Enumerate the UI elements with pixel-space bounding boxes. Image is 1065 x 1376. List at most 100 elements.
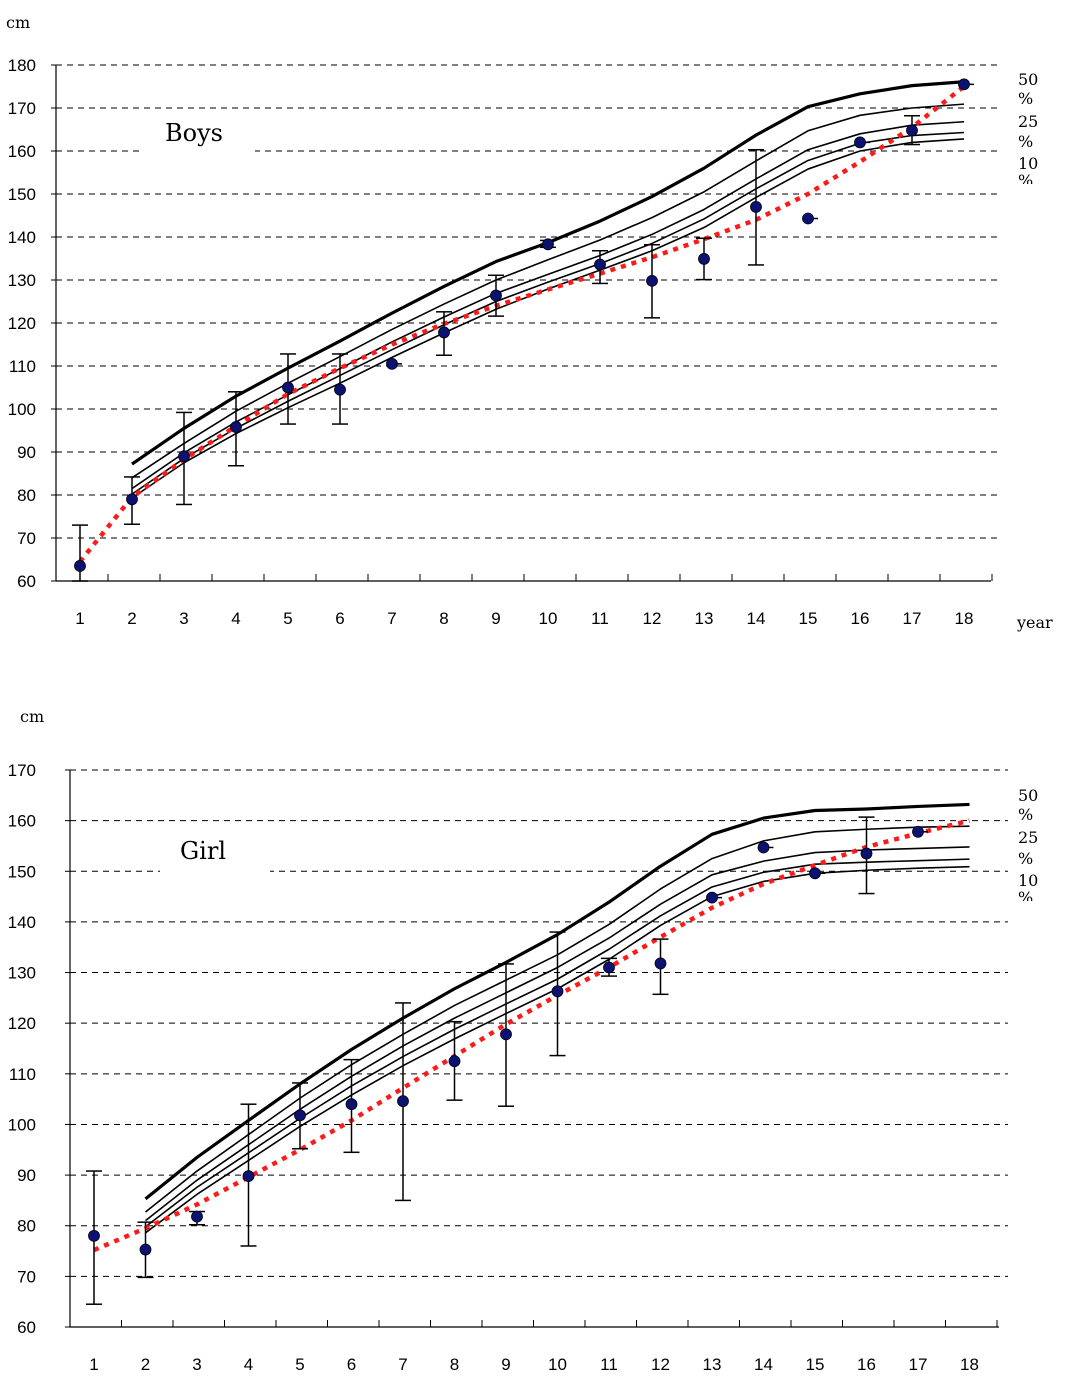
- girl-ytick-label: 90: [17, 1166, 36, 1185]
- girl-data-point: [809, 867, 821, 880]
- boys-data-point: [594, 258, 606, 271]
- boys-ytick-label: 110: [9, 357, 36, 376]
- boys-trend-line: [78, 84, 966, 564]
- girl-pct-label-25-unit: %: [1018, 849, 1033, 868]
- boys-legend-clip: [1012, 184, 1062, 198]
- boys-ytick-label: 180: [8, 56, 36, 75]
- boys-data-point: [126, 493, 138, 506]
- girl-xtick-label: 15: [806, 1355, 825, 1374]
- boys-data-point: [334, 383, 346, 396]
- boys-xtick-label: 4: [231, 609, 240, 628]
- boys-data-point: [490, 289, 502, 302]
- girl-percentile-legend: 50 % 25 % 10 %: [1012, 786, 1062, 915]
- boys-data-point: [386, 357, 398, 370]
- boys-percentile-curve: [131, 80, 965, 466]
- boys-xtick-label: 6: [335, 609, 344, 628]
- girl-data-point: [500, 1028, 512, 1041]
- boys-data-point: [74, 560, 86, 572]
- boys-percentile-curve: [131, 120, 965, 490]
- boys-ytick-label: 90: [17, 443, 36, 462]
- boys-data-point: [230, 421, 242, 433]
- girl-trend-line: [93, 818, 971, 1253]
- girl-data-point: [242, 1170, 255, 1183]
- girl-data-point: [139, 1243, 152, 1256]
- boys-pct-label-10: 10: [1018, 154, 1038, 173]
- boys-ytick-label: 120: [8, 314, 36, 333]
- boys-data-point: [646, 274, 658, 287]
- boys-ytick-label: 130: [8, 271, 36, 290]
- boys-percentile-curve: [131, 131, 965, 495]
- boys-ytick-label: 150: [8, 185, 36, 204]
- girl-xtick-label: 7: [398, 1355, 407, 1374]
- boys-xtick-label: 16: [851, 609, 870, 628]
- boys-data-point: [178, 450, 190, 463]
- girl-xtick-label: 5: [295, 1355, 304, 1374]
- girl-ytick-label: 120: [8, 1014, 36, 1033]
- girl-xtick-label: 13: [703, 1355, 722, 1374]
- boys-data-point: [750, 200, 762, 213]
- boys-percentile-legend: 50 % 25 % 10 %: [1012, 70, 1062, 198]
- boys-y-unit: cm: [6, 13, 30, 32]
- girl-xtick-label: 2: [141, 1355, 150, 1374]
- girl-data-point: [757, 841, 770, 854]
- girl-xtick-label: 18: [960, 1355, 979, 1374]
- boys-data-point: [698, 253, 710, 265]
- boys-xtick-label: 12: [643, 609, 662, 628]
- boys-percentile-curve: [131, 138, 965, 499]
- boys-xtick-label: 13: [695, 609, 714, 628]
- girl-xtick-label: 3: [192, 1355, 201, 1374]
- girl-ytick-label: 100: [8, 1115, 36, 1134]
- boys-chart-title: Boys: [165, 119, 223, 147]
- girl-data-point: [706, 891, 718, 904]
- girl-data-point: [191, 1210, 203, 1223]
- boys-pct-label-50-unit: %: [1018, 89, 1033, 108]
- girl-ytick-label: 160: [8, 812, 36, 831]
- girl-xtick-label: 8: [450, 1355, 459, 1374]
- boys-data-point: [542, 238, 554, 251]
- girl-data-point: [912, 825, 924, 838]
- girl-legend-clip: [1012, 901, 1062, 915]
- boys-xtick-label: 17: [903, 609, 922, 628]
- boys-x-unit: year: [1016, 613, 1053, 632]
- girl-xtick-label: 10: [548, 1355, 567, 1374]
- boys-ytick-label: 70: [17, 529, 36, 548]
- girl-title-bg: [160, 827, 270, 875]
- girl-ytick-label: 80: [17, 1217, 36, 1236]
- girl-ytick-label: 130: [8, 964, 36, 983]
- girl-xtick-label: 17: [909, 1355, 928, 1374]
- boys-xtick-label: 11: [591, 609, 609, 628]
- girl-data-point: [345, 1098, 358, 1111]
- boys-xtick-label: 15: [799, 609, 818, 628]
- boys-xtick-label: 3: [179, 609, 188, 628]
- girl-data-point: [88, 1229, 100, 1242]
- girl-pct-label-25: 25: [1018, 828, 1038, 847]
- boys-ytick-label: 100: [8, 400, 36, 419]
- girl-data-point: [294, 1109, 306, 1122]
- boys-ytick-label: 140: [8, 228, 36, 247]
- boys-xtick-label: 9: [491, 609, 500, 628]
- girl-xtick-label: 14: [754, 1355, 773, 1374]
- boys-pct-label-50: 50: [1018, 70, 1038, 89]
- boys-percentile-curve: [131, 103, 965, 479]
- girl-ytick-label: 150: [8, 862, 36, 881]
- boys-pct-label-25: 25: [1018, 112, 1038, 131]
- girl-data-point: [448, 1055, 461, 1068]
- boys-data-point: [906, 124, 918, 137]
- girl-xtick-label: 16: [857, 1355, 876, 1374]
- girl-chart-title: Girl: [180, 837, 226, 865]
- girl-xtick-label: 6: [347, 1355, 356, 1374]
- boys-xtick-label: 2: [127, 609, 136, 628]
- girl-pct-label-10: 10: [1018, 871, 1038, 890]
- boys-data-point: [438, 326, 450, 339]
- boys-ytick-label: 170: [8, 99, 36, 118]
- girl-ytick-label: 110: [9, 1065, 36, 1084]
- boys-title-bg: [140, 110, 255, 155]
- girl-data-point: [397, 1095, 409, 1108]
- boys-data-point: [958, 78, 970, 91]
- boys-data-point: [802, 212, 814, 225]
- boys-data-point: [854, 136, 866, 149]
- boys-xtick-label: 18: [955, 609, 974, 628]
- girl-xtick-label: 9: [501, 1355, 510, 1374]
